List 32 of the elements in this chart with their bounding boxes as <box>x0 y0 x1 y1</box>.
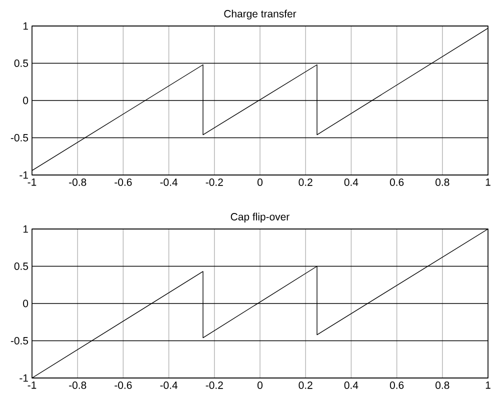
x-tick-label: 0.4 <box>344 178 358 186</box>
x-tick-label: -0.8 <box>69 178 86 186</box>
y-tick-label: -0.5 <box>10 337 28 344</box>
x-tick-label: -0.2 <box>206 178 223 186</box>
y-tick-label: 0 <box>23 300 28 308</box>
x-tick-label: 1 <box>486 382 490 389</box>
x-tick-label: 0.6 <box>390 382 404 389</box>
x-tick-label: -0.4 <box>160 178 178 186</box>
y-tick-label: 0.5 <box>14 60 28 67</box>
y-tick-label: -0.5 <box>10 134 28 142</box>
x-tick-label: -0.2 <box>206 382 223 389</box>
y-tick-label: -1 <box>20 171 28 179</box>
y-tick-label: 1 <box>23 225 28 233</box>
y-tick-label: 0.5 <box>14 262 28 270</box>
x-tick-label: -0.4 <box>160 382 178 389</box>
x-tick-label: 0.8 <box>436 178 450 186</box>
y-tick-label: -1 <box>20 374 28 382</box>
chart-title: Cap flip-over <box>230 212 290 223</box>
x-tick-label: 0.4 <box>344 382 358 389</box>
x-tick-label: 0.8 <box>436 382 450 389</box>
x-tick-label: 0 <box>258 382 263 389</box>
x-tick-label: 0.2 <box>298 382 312 389</box>
y-tick-label: 0 <box>23 96 28 104</box>
x-tick-label: 0.6 <box>390 178 404 186</box>
x-tick-label: 0.2 <box>298 178 312 186</box>
x-tick-label: -0.6 <box>114 382 132 389</box>
x-tick-label: 0 <box>258 178 263 186</box>
x-tick-label: 1 <box>486 178 490 186</box>
x-tick-label: -0.8 <box>69 382 86 389</box>
y-tick-label: 1 <box>23 22 28 30</box>
chart-title: Charge transfer <box>224 10 296 20</box>
x-tick-label: -0.6 <box>114 178 132 186</box>
